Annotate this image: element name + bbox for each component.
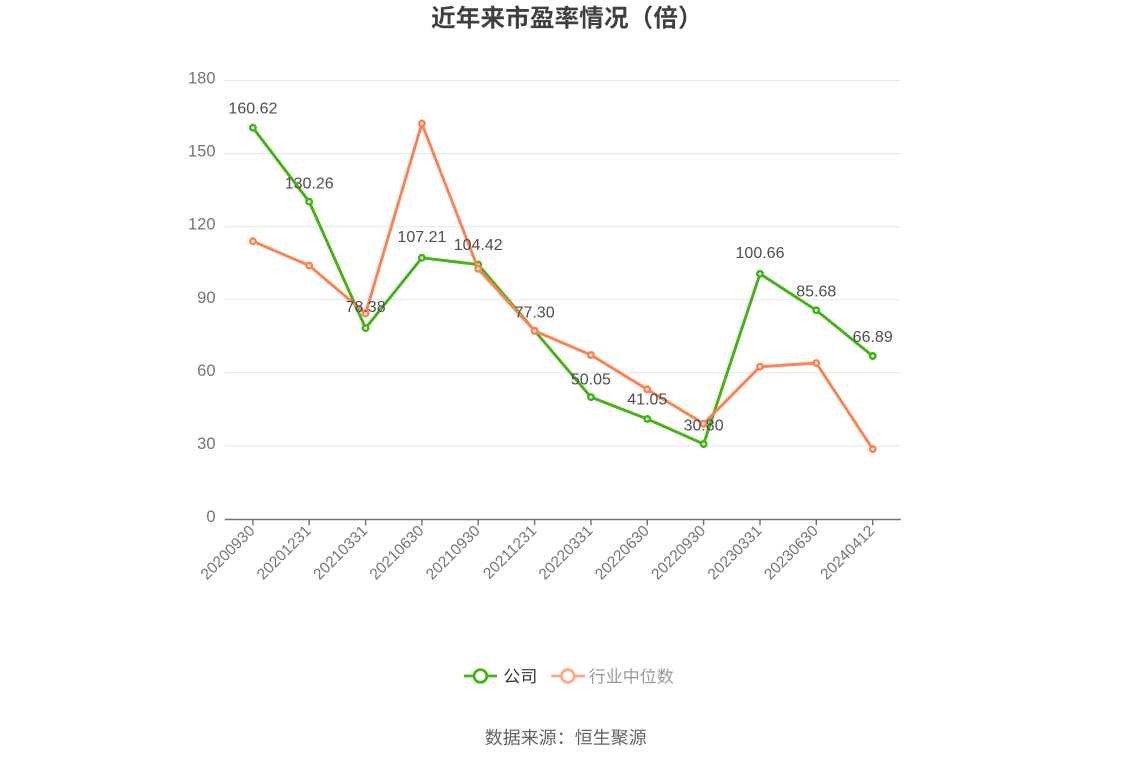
svg-text:0: 0 (206, 508, 215, 526)
svg-text:50.05: 50.05 (571, 371, 611, 388)
svg-text:20220930: 20220930 (648, 522, 709, 583)
svg-text:20220331: 20220331 (536, 523, 597, 584)
svg-text:66.89: 66.89 (853, 329, 893, 346)
svg-text:85.68: 85.68 (796, 283, 836, 300)
svg-text:20210630: 20210630 (367, 522, 428, 583)
svg-text:90: 90 (197, 289, 215, 307)
svg-text:150: 150 (188, 143, 216, 161)
svg-text:20210331: 20210331 (310, 523, 371, 584)
svg-text:20220630: 20220630 (592, 522, 653, 583)
svg-text:20240412: 20240412 (817, 523, 878, 584)
svg-text:20201231: 20201231 (254, 523, 315, 584)
svg-text:30.80: 30.80 (684, 418, 724, 435)
svg-text:41.05: 41.05 (627, 392, 667, 409)
svg-text:20200930: 20200930 (198, 522, 259, 583)
svg-text:20230630: 20230630 (761, 522, 822, 583)
svg-text:180: 180 (188, 70, 216, 88)
svg-text:104.42: 104.42 (454, 237, 503, 254)
svg-text:77.30: 77.30 (515, 305, 555, 322)
svg-text:107.21: 107.21 (397, 229, 446, 246)
svg-text:60: 60 (197, 362, 215, 380)
svg-text:30: 30 (197, 435, 215, 453)
svg-text:160.62: 160.62 (228, 101, 277, 118)
svg-text:130.26: 130.26 (285, 176, 334, 193)
svg-text:120: 120 (188, 216, 216, 234)
svg-text:100.66: 100.66 (736, 245, 785, 262)
svg-text:78.38: 78.38 (346, 299, 386, 316)
svg-text:20210930: 20210930 (423, 522, 484, 583)
svg-text:20230331: 20230331 (705, 523, 766, 584)
svg-text:20211231: 20211231 (480, 523, 540, 583)
